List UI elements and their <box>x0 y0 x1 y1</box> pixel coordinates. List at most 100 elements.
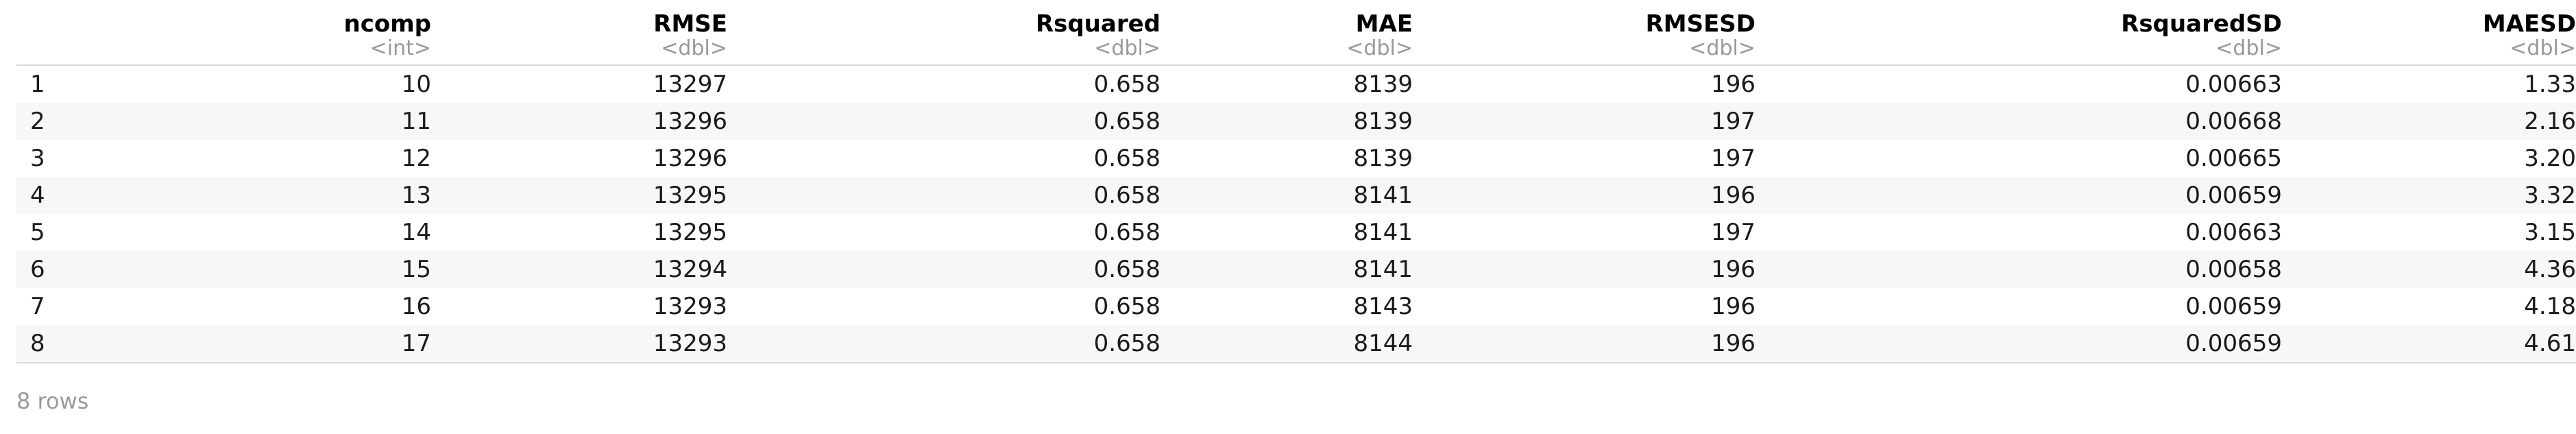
cell-rsquaredsd: 0.00658 <box>2185 256 2282 283</box>
cell-rsquaredsd: 0.00668 <box>2185 108 2282 135</box>
cell-rmsesd: 197 <box>1711 219 1755 246</box>
column-name: RMSE <box>653 10 727 38</box>
table-header: ncomp <int> RMSE <dbl> Rsquared <dbl> MA… <box>16 0 2576 65</box>
cell-rmse: 13293 <box>653 330 727 357</box>
cell-rsquared: 0.658 <box>1093 182 1161 209</box>
column-header-rsquared[interactable]: Rsquared <dbl> <box>727 0 1161 65</box>
cell-rsquared: 0.658 <box>1093 145 1161 172</box>
column-name: RMSESD <box>1645 10 1755 38</box>
cell-ncomp: 14 <box>401 219 431 246</box>
cell-rsquaredsd: 0.00665 <box>2185 145 2282 172</box>
data-table: ncomp <int> RMSE <dbl> Rsquared <dbl> MA… <box>16 0 2576 363</box>
cell-maesd: 3.15 <box>2524 219 2576 246</box>
cell-maesd: 3.20 <box>2524 145 2576 172</box>
cell-rmsesd: 196 <box>1711 182 1755 209</box>
cell-rsquared: 0.658 <box>1093 256 1161 283</box>
cell-rmse: 13296 <box>653 108 727 135</box>
header-row: ncomp <int> RMSE <dbl> Rsquared <dbl> MA… <box>16 0 2576 65</box>
row-index: 3 <box>30 145 45 172</box>
column-header-maesd[interactable]: MAESD <dbl> <box>2282 0 2576 65</box>
column-header-ncomp[interactable]: ncomp <int> <box>71 0 431 65</box>
cell-rmsesd: 197 <box>1711 108 1755 135</box>
cell-maesd: 2.16 <box>2524 108 2576 135</box>
column-name: RsquaredSD <box>2121 10 2282 38</box>
row-index: 8 <box>30 330 45 357</box>
column-header-rsquaredsd[interactable]: RsquaredSD <dbl> <box>1755 0 2282 65</box>
cell-rmse: 13297 <box>653 71 727 98</box>
table-row: 7 16 13293 0.658 8143 196 0.00659 4.18 <box>16 288 2576 325</box>
row-index: 4 <box>30 182 45 209</box>
cell-rmsesd: 196 <box>1711 293 1755 320</box>
column-header-rmse[interactable]: RMSE <dbl> <box>431 0 727 65</box>
column-type: <dbl> <box>2510 36 2576 60</box>
cell-ncomp: 15 <box>401 256 431 283</box>
cell-rsquared: 0.658 <box>1093 71 1161 98</box>
table-row: 1 10 13297 0.658 8139 196 0.00663 1.33 <box>16 65 2576 103</box>
column-type: <dbl> <box>1094 36 1161 60</box>
cell-rsquared: 0.658 <box>1093 219 1161 246</box>
column-type: <dbl> <box>661 36 727 60</box>
cell-mae: 8139 <box>1353 108 1413 135</box>
column-type: <dbl> <box>1689 36 1755 60</box>
row-index: 5 <box>30 219 45 246</box>
cell-rmsesd: 196 <box>1711 256 1755 283</box>
cell-rmsesd: 196 <box>1711 71 1755 98</box>
column-name: ncomp <box>343 10 431 38</box>
cell-mae: 8139 <box>1353 145 1413 172</box>
cell-ncomp: 17 <box>401 330 431 357</box>
cell-ncomp: 11 <box>401 108 431 135</box>
cell-rmsesd: 196 <box>1711 330 1755 357</box>
table-row: 6 15 13294 0.658 8141 196 0.00658 4.36 <box>16 251 2576 288</box>
cell-ncomp: 16 <box>401 293 431 320</box>
cell-rmse: 13293 <box>653 293 727 320</box>
table-row: 2 11 13296 0.658 8139 197 0.00668 2.16 <box>16 103 2576 140</box>
row-index: 7 <box>30 293 45 320</box>
cell-maesd: 4.18 <box>2524 293 2576 320</box>
cell-ncomp: 10 <box>401 71 431 98</box>
cell-maesd: 4.61 <box>2524 330 2576 357</box>
cell-ncomp: 12 <box>401 145 431 172</box>
cell-rmse: 13294 <box>653 256 727 283</box>
row-index: 6 <box>30 256 45 283</box>
cell-ncomp: 13 <box>401 182 431 209</box>
table-body: 1 10 13297 0.658 8139 196 0.00663 1.33 2… <box>16 65 2576 363</box>
column-name <box>16 0 71 11</box>
column-header-rownames[interactable] <box>16 0 71 65</box>
column-header-mae[interactable]: MAE <dbl> <box>1161 0 1413 65</box>
cell-maesd: 1.33 <box>2524 71 2576 98</box>
cell-rsquared: 0.658 <box>1093 293 1161 320</box>
column-type: <dbl> <box>1346 36 1413 60</box>
row-index: 1 <box>30 71 45 98</box>
cell-rmse: 13295 <box>653 219 727 246</box>
column-header-rmsesd[interactable]: RMSESD <dbl> <box>1413 0 1755 65</box>
cell-rsquared: 0.658 <box>1093 108 1161 135</box>
cell-rmse: 13295 <box>653 182 727 209</box>
cell-rmsesd: 197 <box>1711 145 1755 172</box>
row-index: 2 <box>30 108 45 135</box>
cell-rsquaredsd: 0.00663 <box>2185 71 2282 98</box>
cell-mae: 8141 <box>1353 182 1413 209</box>
table-row: 8 17 13293 0.658 8144 196 0.00659 4.61 <box>16 325 2576 363</box>
row-count-label: 8 rows <box>16 388 89 414</box>
column-name: Rsquared <box>1035 10 1161 38</box>
column-type: <int> <box>369 36 431 60</box>
cell-rsquaredsd: 0.00659 <box>2185 293 2282 320</box>
table-row: 5 14 13295 0.658 8141 197 0.00663 3.15 <box>16 214 2576 251</box>
cell-rsquaredsd: 0.00659 <box>2185 330 2282 357</box>
cell-mae: 8141 <box>1353 256 1413 283</box>
cell-rsquaredsd: 0.00663 <box>2185 219 2282 246</box>
table-row: 3 12 13296 0.658 8139 197 0.00665 3.20 <box>16 140 2576 177</box>
table-row: 4 13 13295 0.658 8141 196 0.00659 3.32 <box>16 177 2576 214</box>
cell-maesd: 3.32 <box>2524 182 2576 209</box>
cell-rsquaredsd: 0.00659 <box>2185 182 2282 209</box>
cell-mae: 8143 <box>1353 293 1413 320</box>
cell-rsquared: 0.658 <box>1093 330 1161 357</box>
cell-mae: 8141 <box>1353 219 1413 246</box>
column-name: MAE <box>1355 10 1413 38</box>
cell-maesd: 4.36 <box>2524 256 2576 283</box>
cell-mae: 8144 <box>1353 330 1413 357</box>
cell-rmse: 13296 <box>653 145 727 172</box>
column-name: MAESD <box>2482 10 2576 38</box>
cell-mae: 8139 <box>1353 71 1413 98</box>
